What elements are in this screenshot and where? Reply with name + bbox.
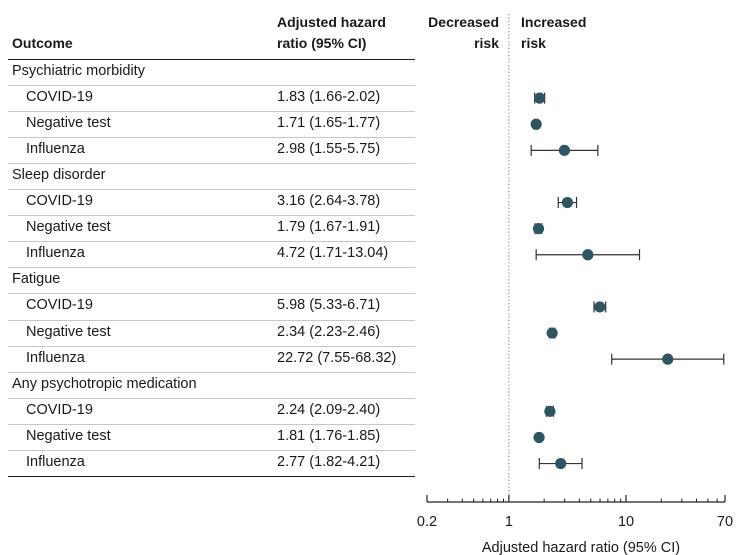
row-label: COVID-19: [26, 88, 93, 105]
x-tick-label: 0.2: [417, 514, 437, 530]
row-label: Influenza: [26, 454, 85, 470]
hazard-ratio-header-line2: ratio (95% CI): [277, 35, 367, 51]
row-label: Influenza: [26, 349, 85, 366]
group-label: Any psychotropic medication: [12, 375, 197, 392]
hr-point: [561, 196, 574, 209]
row-divider: [8, 345, 415, 347]
x-tick-label: 1: [505, 514, 513, 530]
row-ci-text: 5.98 (5.33-6.71): [277, 297, 381, 314]
hr-point: [530, 118, 542, 130]
hr-point: [534, 92, 546, 104]
increased-risk-header-line2: risk: [521, 35, 546, 51]
row-ci-text: 1.81 (1.76-1.85): [277, 427, 381, 444]
decreased-risk-header-line1: Decreased: [428, 14, 499, 30]
hr-point: [555, 457, 567, 470]
row-ci-text: 1.71 (1.65-1.77): [277, 114, 381, 131]
hr-point: [594, 301, 606, 313]
row-divider: [8, 476, 415, 478]
group-label: Psychiatric morbidity: [12, 62, 145, 79]
row-label: Negative test: [26, 219, 111, 236]
row-divider: [8, 241, 415, 243]
row-divider: [8, 450, 415, 451]
row-label: COVID-19: [26, 193, 93, 209]
row-divider: [8, 423, 415, 425]
outcome-header: Outcome: [12, 35, 73, 51]
row-divider: [8, 136, 415, 138]
hr-point: [662, 353, 674, 365]
row-divider: [8, 189, 415, 190]
row-ci-text: 1.83 (1.66-2.02): [277, 88, 381, 105]
hazard-ratio-header-line1: Adjusted hazard: [277, 14, 386, 30]
row-label: COVID-19: [26, 401, 93, 418]
row-divider: [8, 319, 415, 321]
row-divider: [8, 58, 415, 60]
hr-point: [544, 405, 556, 417]
x-axis-title: Adjusted hazard ratio (95% CI): [482, 540, 680, 555]
x-tick-label: 10: [618, 514, 634, 530]
row-ci-text: 2.98 (1.55-5.75): [277, 140, 381, 157]
hr-point: [533, 431, 545, 444]
hr-point: [532, 223, 545, 235]
hr-point: [558, 144, 571, 156]
hr-point: [546, 327, 558, 339]
x-tick-label: 70: [717, 514, 733, 530]
hr-point: [582, 249, 594, 261]
row-divider: [8, 110, 415, 112]
row-divider: [8, 84, 415, 86]
row-label: Negative test: [26, 114, 111, 131]
row-divider: [8, 397, 415, 399]
row-label: Influenza: [26, 140, 85, 157]
row-ci-text: 2.24 (2.09-2.40): [277, 401, 381, 418]
row-divider: [8, 293, 415, 295]
group-label: Sleep disorder: [12, 166, 106, 183]
row-ci-text: 22.72 (7.55-68.32): [277, 349, 397, 366]
row-label: COVID-19: [26, 297, 93, 314]
row-divider: [8, 371, 415, 373]
group-label: Fatigue: [12, 271, 61, 288]
row-divider: [8, 267, 415, 269]
increased-risk-header-line1: Increased: [521, 14, 587, 30]
decreased-risk-header-line2: risk: [474, 35, 499, 51]
row-label: Influenza: [26, 245, 85, 262]
row-ci-text: 1.79 (1.67-1.91): [277, 219, 381, 236]
row-ci-text: 2.77 (1.82-4.21): [277, 454, 381, 470]
row-label: Negative test: [26, 323, 111, 340]
row-ci-text: 3.16 (2.64-3.78): [277, 193, 381, 209]
row-divider: [8, 162, 415, 164]
row-divider: [8, 215, 415, 217]
row-ci-text: 2.34 (2.23-2.46): [277, 323, 381, 340]
row-ci-text: 4.72 (1.71-13.04): [277, 245, 389, 262]
row-label: Negative test: [26, 427, 111, 444]
